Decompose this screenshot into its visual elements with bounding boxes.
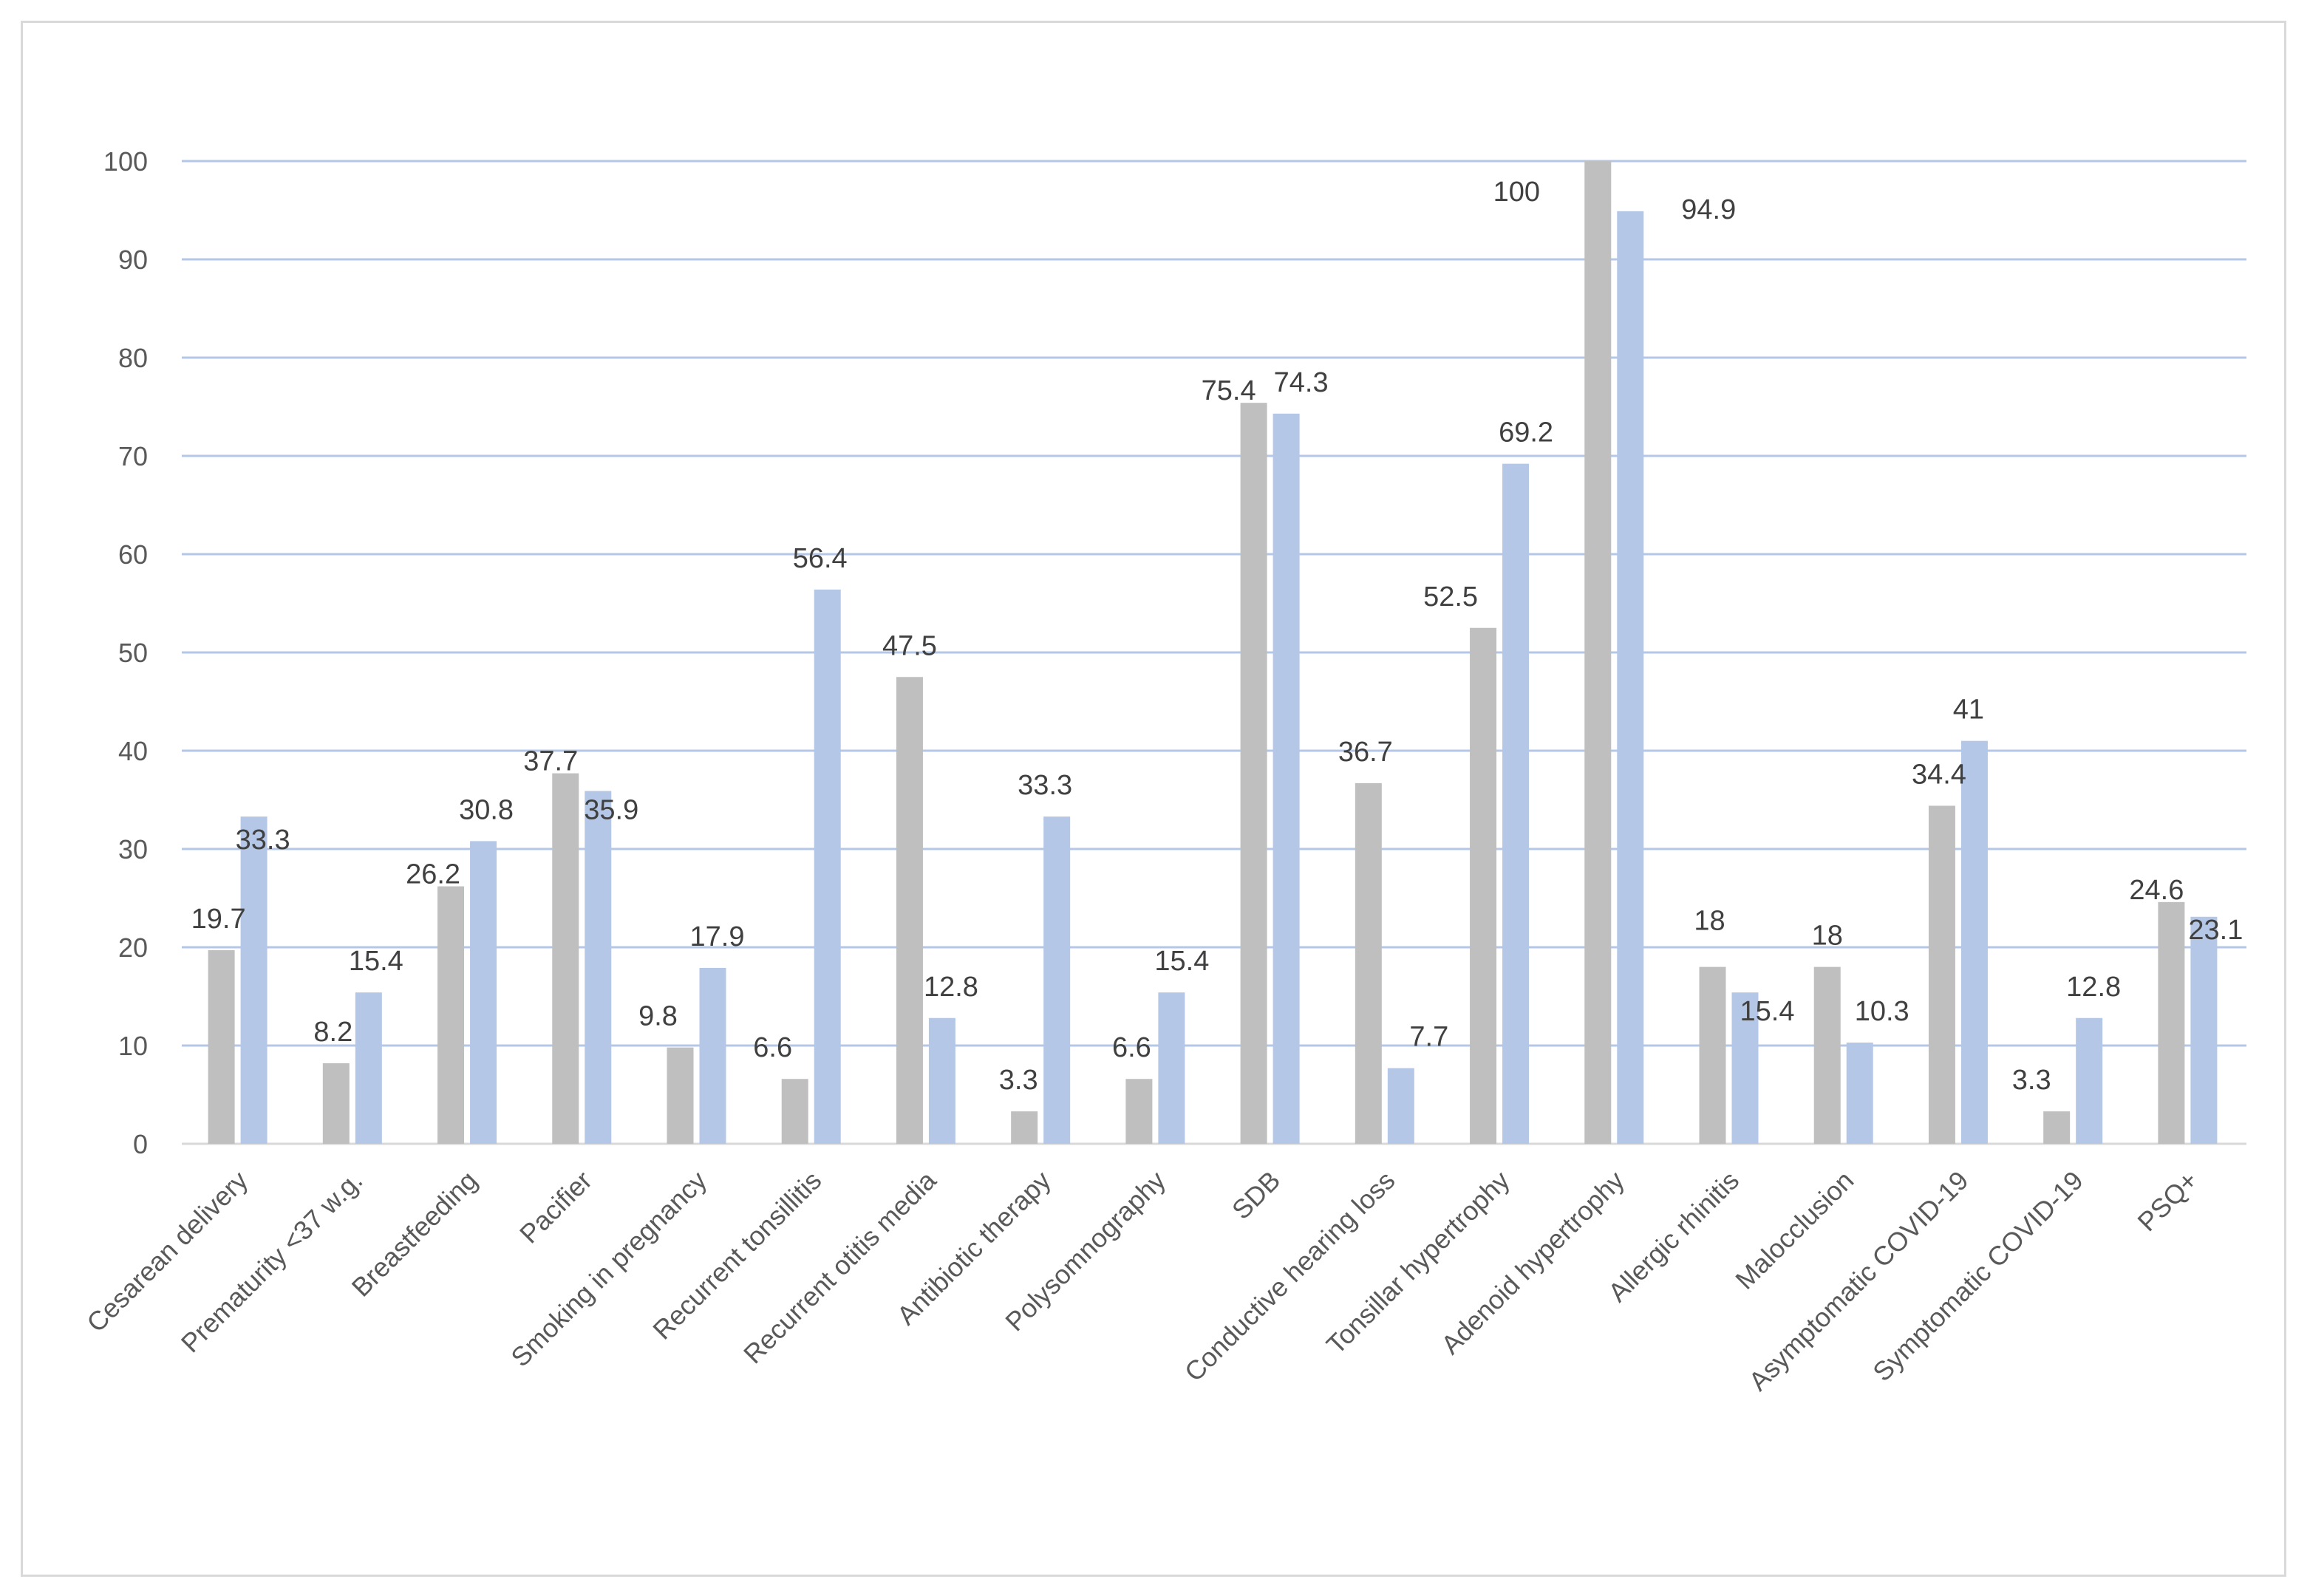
data-label: 3.3 [2012, 1065, 2051, 1096]
data-label: 6.6 [753, 1032, 792, 1063]
bar-s2-psq [2190, 916, 2218, 1144]
y-tick-label: 0 [133, 1129, 148, 1159]
x-tick-label: Malocclusion [1729, 1165, 1859, 1295]
bar-s2-polysomnography [1158, 992, 1185, 1144]
bar-s1-cesarean-delivery [208, 949, 235, 1144]
bar-s1-asymptomatic-covid-19 [1928, 805, 1955, 1144]
y-tick-label: 10 [118, 1031, 148, 1061]
x-tick-label: Recurrent otitis media [737, 1164, 942, 1369]
bar-s1-pacifier [552, 773, 579, 1144]
bar-s1-polysomnography [1125, 1079, 1153, 1144]
data-label: 23.1 [2188, 915, 2243, 946]
data-label: 33.3 [1018, 770, 1072, 801]
data-label: 15.4 [1740, 996, 1795, 1027]
x-tick-label: Conductive hearing loss [1179, 1165, 1401, 1388]
bar-s2-allergic-rhinitis [1731, 992, 1759, 1144]
bar-s2-antibiotic-therapy [1043, 816, 1071, 1144]
y-tick-label: 80 [118, 343, 148, 373]
y-tick-label: 100 [103, 146, 148, 177]
bar-s2-recurrent-otitis-media [928, 1017, 955, 1144]
y-tick-label: 60 [118, 539, 148, 570]
y-tick-label: 90 [118, 245, 148, 275]
x-tick-label: Asymptomatic COVID-19 [1742, 1165, 1974, 1396]
bar-s2-cesarean-delivery [240, 816, 268, 1144]
data-label: 12.8 [2066, 972, 2121, 1003]
bar-s2-malocclusion [1846, 1043, 1873, 1144]
data-label: 3.3 [999, 1065, 1038, 1096]
bar-s2-asymptomatic-covid-19 [1960, 740, 1988, 1144]
bar-s2-conductive-hearing-loss [1387, 1068, 1414, 1144]
data-label: 69.2 [1499, 417, 1553, 449]
bar-s1-psq [2158, 901, 2185, 1144]
y-tick-label: 70 [118, 441, 148, 471]
data-label: 35.9 [584, 795, 638, 826]
data-label: 100 [1493, 177, 1540, 208]
data-label: 6.6 [1112, 1032, 1151, 1063]
bar-s2-breastfeeding [470, 841, 497, 1144]
y-tick-label: 40 [118, 736, 148, 766]
x-tick-label: Symptomatic COVID-19 [1867, 1165, 2089, 1388]
data-label: 24.6 [2129, 875, 2184, 906]
data-label: 36.7 [1338, 737, 1393, 768]
x-tick-label: Pacifier [514, 1165, 598, 1249]
bar-s1-tonsillar-hypertrophy [1470, 627, 1497, 1144]
bar-s2-adenoid-hypertrophy [1617, 211, 1644, 1145]
y-tick-label: 20 [118, 932, 148, 963]
data-label: 17.9 [690, 921, 745, 952]
data-label: 94.9 [1681, 194, 1736, 225]
data-label: 12.8 [924, 972, 978, 1003]
data-label: 9.8 [638, 1001, 678, 1032]
data-label: 30.8 [459, 794, 514, 825]
bar-s1-recurrent-tonsillitis [781, 1079, 808, 1144]
chart-frame [21, 21, 2286, 1577]
x-tick-label: SDB [1226, 1165, 1286, 1225]
bar-s2-symptomatic-covid-19 [2076, 1017, 2103, 1144]
y-tick-label: 30 [118, 834, 148, 864]
data-label: 52.5 [1423, 582, 1478, 613]
data-label: 18 [1812, 921, 1843, 952]
bar-s2-smoking-in-pregnancy [699, 967, 726, 1144]
data-label: 47.5 [882, 630, 937, 661]
data-label: 34.4 [1912, 759, 1966, 790]
bar-s1-sdb [1240, 403, 1267, 1144]
bar-s1-prematurity-37-w-g [322, 1063, 350, 1144]
data-label: 41 [1953, 695, 1984, 726]
bar-s1-recurrent-otitis-media [896, 677, 923, 1144]
bar-s1-antibiotic-therapy [1011, 1111, 1038, 1144]
bar-s2-pacifier [585, 791, 612, 1144]
data-label: 75.4 [1202, 375, 1256, 406]
bar-s2-sdb [1272, 413, 1300, 1144]
data-label: 10.3 [1855, 996, 1909, 1027]
x-tick-label: PSQ+ [2131, 1165, 2204, 1238]
data-label: 74.3 [1274, 367, 1329, 398]
x-tick-label: Smoking in pregnancy [505, 1165, 712, 1373]
bar-s1-allergic-rhinitis [1699, 966, 1726, 1144]
data-label: 15.4 [1154, 946, 1209, 977]
bar-s1-breastfeeding [437, 886, 465, 1144]
bar-s2-tonsillar-hypertrophy [1502, 463, 1530, 1144]
data-label: 26.2 [406, 859, 460, 890]
y-tick-label: 50 [118, 638, 148, 668]
data-label: 19.7 [191, 904, 246, 935]
bar-s2-prematurity-37-w-g [355, 992, 382, 1144]
data-label: 8.2 [313, 1017, 352, 1048]
bar-s1-adenoid-hypertrophy [1584, 161, 1612, 1144]
data-label: 56.4 [793, 543, 848, 574]
data-label: 37.7 [523, 746, 578, 777]
data-label: 15.4 [349, 946, 403, 977]
bar-s1-malocclusion [1813, 966, 1841, 1144]
data-label: 33.3 [236, 825, 290, 856]
bar-s1-smoking-in-pregnancy [667, 1047, 694, 1144]
data-label: 18 [1694, 906, 1725, 937]
bar-s1-conductive-hearing-loss [1355, 782, 1382, 1144]
data-label: 7.7 [1409, 1022, 1448, 1053]
bar-s2-recurrent-tonsillitis [814, 589, 841, 1144]
bar-s1-symptomatic-covid-19 [2043, 1111, 2071, 1144]
